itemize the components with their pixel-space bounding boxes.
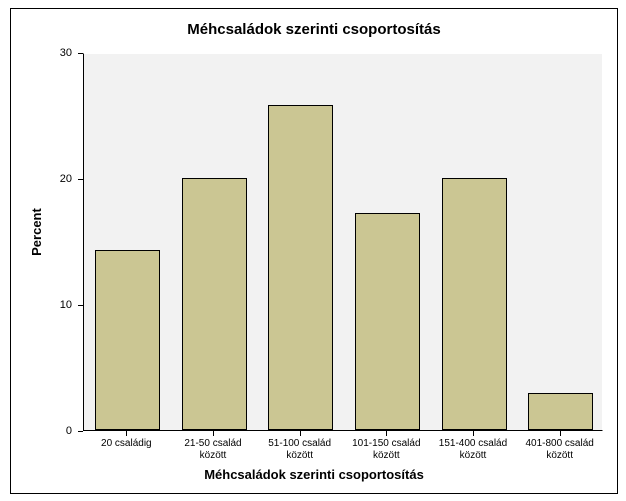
xtick-label: 101-150 család [343, 438, 430, 449]
ytick-label: 0 [66, 425, 72, 437]
xtick-label-line2: között [516, 450, 603, 461]
xtick-mark [473, 431, 474, 436]
xtick-label-line2: között [430, 450, 517, 461]
xtick-mark [560, 431, 561, 436]
xtick-label: 51-100 család [256, 438, 343, 449]
bar [268, 105, 333, 430]
ytick-label: 10 [60, 299, 72, 311]
ytick-mark [78, 431, 83, 432]
xtick-mark [126, 431, 127, 436]
xtick-mark [386, 431, 387, 436]
ytick-label: 30 [60, 47, 72, 59]
xtick-label: 401-800 család [516, 438, 603, 449]
x-axis-label: Méhcsaládok szerinti csoportosítás [11, 467, 617, 482]
bar [442, 178, 507, 430]
bar [528, 393, 593, 430]
bar [95, 250, 160, 430]
bar [182, 178, 247, 430]
plot-area [83, 53, 603, 431]
bar [355, 213, 420, 430]
ytick-mark [78, 53, 83, 54]
xtick-label: 20 családig [83, 438, 170, 449]
chart-title: Méhcsaládok szerinti csoportosítás [11, 21, 617, 38]
xtick-label: 21-50 család [170, 438, 257, 449]
xtick-mark [300, 431, 301, 436]
y-axis-label: Percent [29, 192, 44, 272]
ytick-label: 20 [60, 173, 72, 185]
xtick-mark [213, 431, 214, 436]
ytick-mark [78, 305, 83, 306]
ytick-mark [78, 179, 83, 180]
xtick-label-line2: között [343, 450, 430, 461]
xtick-label-line2: között [256, 450, 343, 461]
xtick-label-line2: között [170, 450, 257, 461]
chart-frame: Méhcsaládok szerinti csoportosítás 0 10 20 3… [10, 8, 618, 494]
xtick-label: 151-400 család [430, 438, 517, 449]
